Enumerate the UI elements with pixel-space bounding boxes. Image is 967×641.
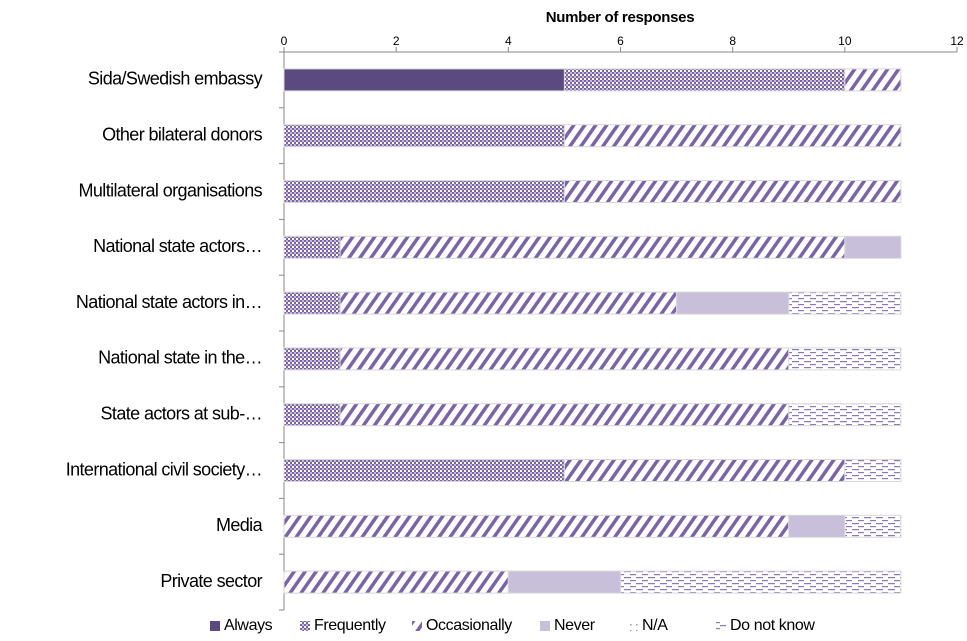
bar-segment [788, 403, 902, 427]
category-label: Multilateral organisations [79, 180, 263, 200]
category-label: Other bilateral donors [102, 124, 262, 144]
bar-segment [788, 514, 846, 538]
x-tick-label: 4 [505, 34, 512, 48]
category-label: National state actors in… [76, 292, 262, 312]
bar-segment [283, 124, 565, 148]
bar-segment [283, 514, 790, 538]
bar-segment [563, 180, 902, 203]
legend-swatch [300, 621, 310, 631]
bar-segment [339, 347, 790, 371]
bar-segment [620, 570, 902, 594]
bar-segment [283, 459, 565, 482]
bar-segment [283, 403, 341, 427]
bar-segment [788, 347, 902, 371]
legend-label: Always [224, 617, 273, 634]
bar-segment [676, 291, 790, 315]
bar-segment [283, 68, 565, 92]
bar-segment [507, 570, 622, 594]
legend-swatch [210, 621, 220, 631]
category-label: National state actors… [93, 236, 262, 256]
legend-swatch [540, 621, 550, 631]
legend-label: Occasionally [426, 617, 512, 634]
category-label: Private sector [160, 571, 262, 591]
category-label: Media [216, 515, 264, 535]
chart-title: Number of responses [546, 9, 695, 26]
x-tick-label: 10 [838, 34, 852, 48]
category-label: Sida/Swedish embassy [88, 69, 263, 89]
bar-segment [283, 291, 341, 315]
legend-swatch [716, 621, 726, 631]
category-label: International civil society… [66, 459, 262, 479]
legend-swatch [628, 621, 638, 631]
legend-label: Never [554, 617, 596, 634]
bar-segment [339, 403, 790, 427]
bar-segment [283, 347, 341, 371]
bar-segment [844, 235, 902, 259]
category-label: National state in the… [98, 348, 262, 368]
x-tick-label: 8 [729, 34, 736, 48]
x-tick-label: 2 [393, 34, 400, 48]
bar-segment [563, 124, 902, 148]
bar-segment [563, 68, 846, 92]
category-label: State actors at sub-… [101, 403, 262, 423]
x-tick-label: 0 [281, 34, 288, 48]
bar-segment [283, 235, 341, 259]
legend-swatch [412, 621, 422, 631]
bar-segment [844, 514, 902, 538]
bar-segment [283, 180, 565, 203]
bar-segment [788, 291, 902, 315]
bar-segment [844, 459, 902, 482]
bar-segment [563, 459, 846, 482]
bar-segment [844, 68, 902, 92]
bar-segment [339, 291, 678, 315]
bar-segment [283, 570, 509, 594]
bar-segment [339, 235, 846, 259]
legend-label: Frequently [314, 617, 386, 634]
legend-label: Do not know [730, 617, 815, 634]
x-tick-label: 6 [617, 34, 624, 48]
x-tick-label: 12 [950, 34, 964, 48]
legend-label: N/A [642, 617, 668, 634]
